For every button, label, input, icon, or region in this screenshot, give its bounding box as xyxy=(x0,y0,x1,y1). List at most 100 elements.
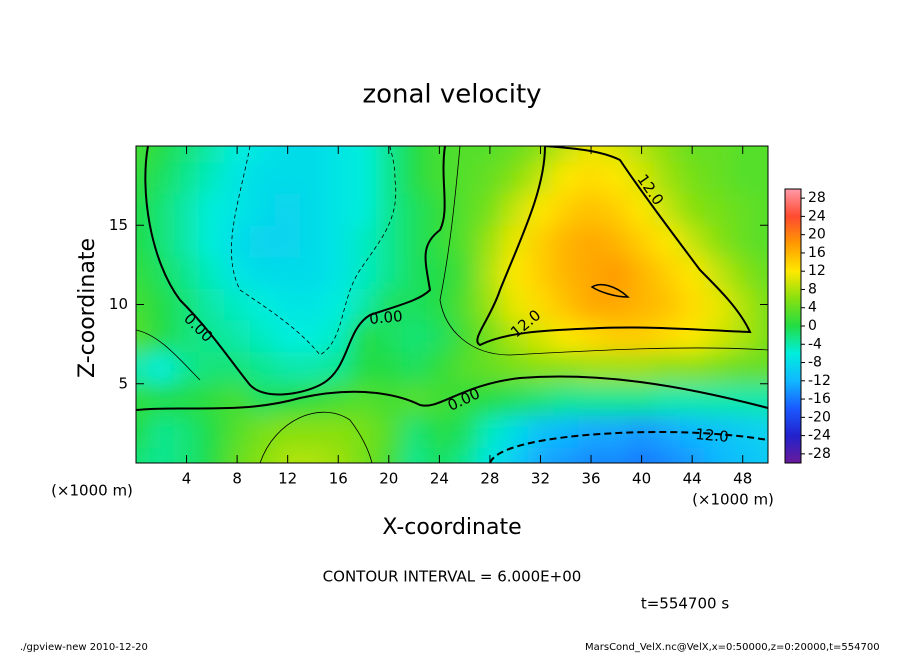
contour-line xyxy=(136,146,768,381)
field-cell xyxy=(527,256,554,290)
field-cell xyxy=(249,225,276,258)
field-cell xyxy=(224,225,251,258)
x-tick-label: 4 xyxy=(182,470,192,488)
field-cell xyxy=(452,161,478,195)
field-cell xyxy=(426,256,453,290)
field-cell xyxy=(325,256,352,290)
field-cell xyxy=(679,320,706,353)
field-cell xyxy=(578,225,605,258)
field-cell xyxy=(325,225,352,258)
field-cell xyxy=(755,161,768,195)
field-cell xyxy=(603,415,630,448)
field-cell xyxy=(477,193,504,226)
field-cell xyxy=(553,256,579,290)
field-cell xyxy=(275,161,301,195)
colorbar-tick-label: -28 xyxy=(808,446,831,462)
field-cell xyxy=(275,146,301,163)
field-cell xyxy=(350,415,377,448)
y-tick-label: 15 xyxy=(109,216,128,234)
field-cell xyxy=(148,415,175,448)
field-cell xyxy=(325,193,352,226)
field-cell xyxy=(755,225,768,258)
field-cell xyxy=(628,320,655,353)
field-cell xyxy=(477,415,504,448)
field-cell xyxy=(502,193,529,226)
field-cell xyxy=(578,256,605,290)
field-cell xyxy=(452,320,478,353)
field-cell xyxy=(654,193,681,226)
field-cell xyxy=(730,415,756,448)
field-cell xyxy=(654,320,681,353)
colorbar xyxy=(784,188,802,464)
field-cell xyxy=(527,288,554,321)
field-cell xyxy=(755,256,768,290)
field-cell xyxy=(477,352,504,385)
field-cell xyxy=(376,352,402,385)
field-cell xyxy=(730,146,756,163)
field-cell xyxy=(527,146,554,163)
colorbar-tick-label: -12 xyxy=(808,373,831,389)
field-cell xyxy=(325,288,352,321)
field-cell xyxy=(452,193,478,226)
colorbar-tick-label: 12 xyxy=(808,263,826,279)
field-cell xyxy=(603,320,630,353)
field-cell xyxy=(628,288,655,321)
field-cell xyxy=(376,415,402,448)
axes: 4 8 12 16 20 24 28 32 36 40 44 48510152824201612840… xyxy=(109,146,831,488)
field-cell xyxy=(300,288,327,321)
contour-line xyxy=(231,146,397,356)
field-cell xyxy=(679,225,706,258)
field-cell xyxy=(199,225,225,258)
field-cell xyxy=(452,288,478,321)
colorbar-tick-label: -4 xyxy=(808,336,822,352)
field-cell xyxy=(704,161,731,195)
field-cell xyxy=(553,146,579,163)
field-cell xyxy=(704,383,731,416)
field-cell xyxy=(578,161,605,195)
field-cell xyxy=(350,161,377,195)
x-unit-label: (×1000 m) xyxy=(51,482,133,500)
field-cell xyxy=(376,320,402,353)
field-cell xyxy=(401,415,428,448)
field-cell xyxy=(148,193,175,226)
field-cell xyxy=(350,352,377,385)
field-cell xyxy=(300,352,327,385)
field-cell xyxy=(275,256,301,290)
field-cell xyxy=(477,161,504,195)
field-cell xyxy=(452,352,478,385)
field-cell xyxy=(136,161,150,195)
field-cell xyxy=(136,352,150,385)
field-cell xyxy=(199,288,225,321)
field-cell xyxy=(553,447,579,463)
x-tick-label: 28 xyxy=(480,470,499,488)
field-cell xyxy=(401,225,428,258)
field-cell xyxy=(578,288,605,321)
field-cell xyxy=(376,288,402,321)
field-cell xyxy=(148,146,175,163)
y-tick-label: 10 xyxy=(109,295,128,313)
field-cell xyxy=(401,146,428,163)
field-cell xyxy=(325,383,352,416)
field-cell xyxy=(502,383,529,416)
field-cell xyxy=(199,146,225,163)
colorbar-tick-label: 4 xyxy=(808,300,817,316)
field-cell xyxy=(452,447,478,463)
footer: ./gpview-new 2010-12-20 xyxy=(20,642,148,653)
colorbar-tick-label: 24 xyxy=(808,208,826,224)
field-cell xyxy=(628,146,655,163)
x-unit-label: (×1000 m) xyxy=(692,491,774,509)
field-cell xyxy=(452,146,478,163)
contour-label: 0.00 xyxy=(369,307,404,328)
field-cell xyxy=(249,447,276,463)
field-cell xyxy=(199,447,225,463)
colorbar-tick-label: -8 xyxy=(808,355,822,371)
field-cell xyxy=(477,320,504,353)
annotation: CONTOUR INTERVAL = 6.000E+00 xyxy=(323,568,582,586)
field-cell xyxy=(350,193,377,226)
field-cell xyxy=(275,225,301,258)
field-cell xyxy=(199,415,225,448)
field-cell xyxy=(527,383,554,416)
field-cell xyxy=(730,288,756,321)
footer: MarsCond_VelX.nc@VelX,x=0:50000,z=0:2000… xyxy=(585,642,880,653)
